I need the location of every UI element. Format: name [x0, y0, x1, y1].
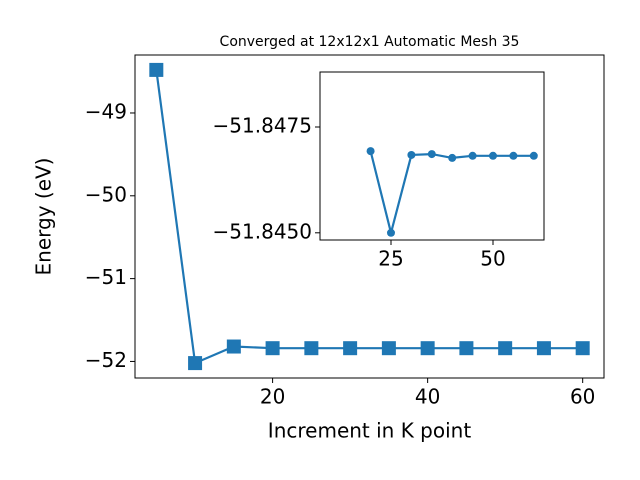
axes-frame — [134, 54, 605, 379]
x-tick-label: 25 — [378, 247, 403, 271]
data-marker — [149, 62, 164, 77]
y-tick-label: −50 — [85, 182, 127, 206]
y-tick-label: −51.8475 — [213, 114, 312, 138]
data-marker — [427, 150, 436, 159]
data-marker — [498, 341, 513, 356]
data-marker — [459, 341, 474, 356]
chart-title: Converged at 12x12x1 Automatic Mesh 35 — [220, 34, 520, 50]
x-tick-label: 40 — [415, 385, 440, 409]
y-tick-label: −49 — [85, 99, 127, 123]
x-tick-label: 60 — [570, 385, 595, 409]
data-marker — [536, 341, 551, 356]
data-marker — [381, 341, 396, 356]
data-marker — [407, 150, 416, 159]
plot-content — [149, 62, 590, 371]
axes-frame — [319, 71, 545, 241]
data-marker — [420, 341, 435, 356]
data-marker — [529, 151, 538, 160]
data-marker — [188, 356, 203, 371]
data-marker — [386, 228, 395, 237]
data-marker — [343, 341, 358, 356]
data-marker — [488, 151, 497, 160]
data-marker — [509, 151, 518, 160]
y-tick-label: −51.8450 — [213, 219, 312, 243]
y-axis-label: Energy (eV) — [32, 158, 56, 276]
y-tick-label: −51 — [85, 265, 127, 289]
data-marker — [304, 341, 319, 356]
x-tick-label: 20 — [260, 385, 285, 409]
x-tick-label: 50 — [480, 247, 505, 271]
data-marker — [265, 341, 280, 356]
plot-content — [366, 147, 538, 237]
x-axis-label: Increment in K point — [268, 419, 472, 443]
data-marker — [448, 153, 457, 162]
data-marker — [575, 341, 590, 356]
data-marker — [226, 339, 241, 354]
data-marker — [366, 147, 375, 156]
data-marker — [468, 151, 477, 160]
y-tick-label: −52 — [85, 348, 127, 372]
